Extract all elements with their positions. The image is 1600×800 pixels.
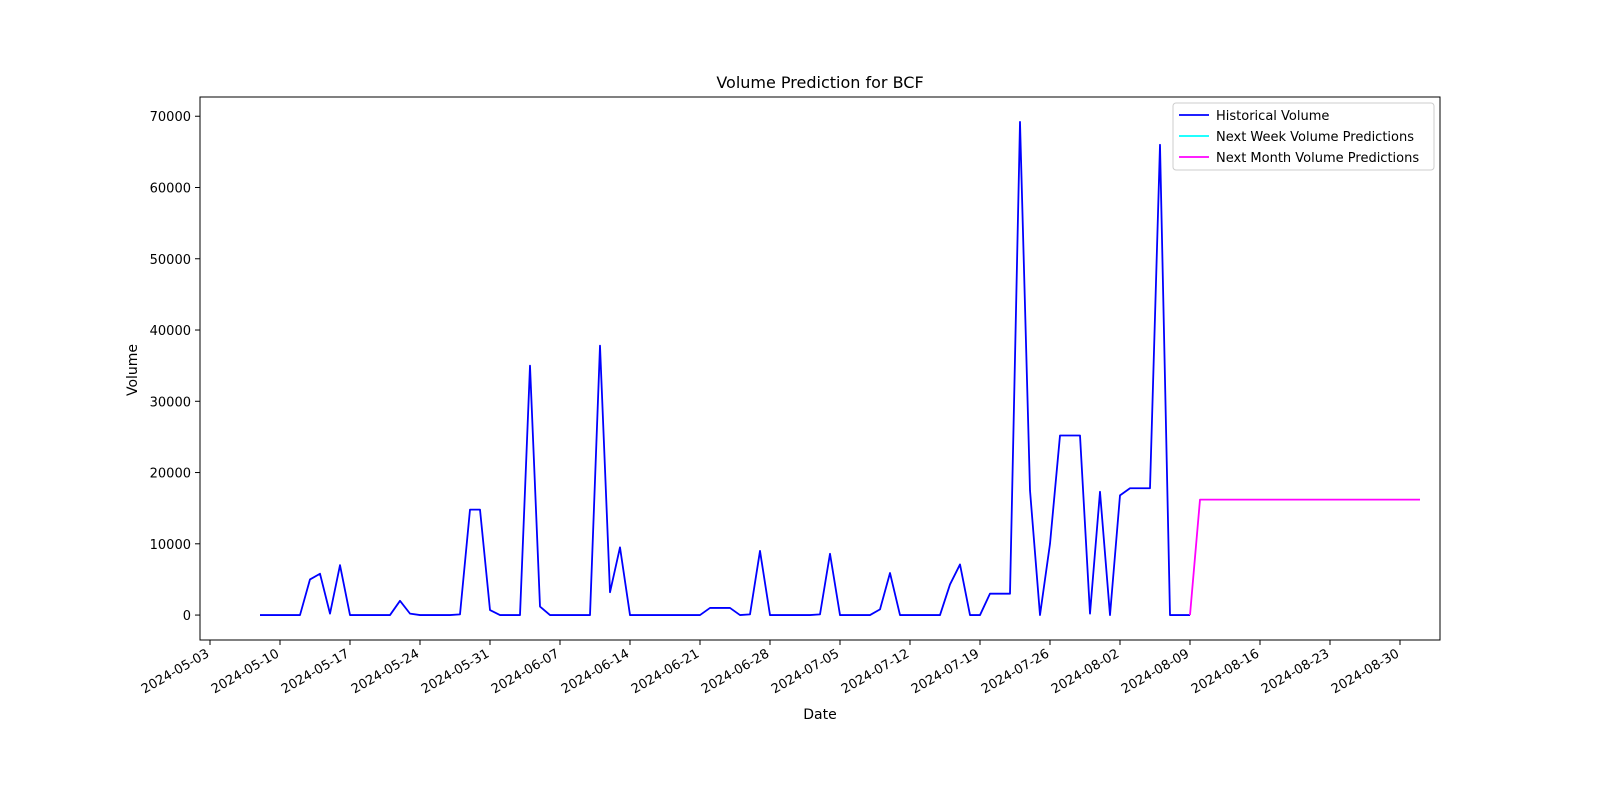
y-tick-label: 0 (183, 609, 191, 624)
y-tick-label: 50000 (150, 253, 191, 268)
y-tick-label: 20000 (150, 467, 191, 482)
y-tick-label: 40000 (150, 324, 191, 339)
y-axis-label: Volume (125, 344, 141, 396)
next-month-volume-predictions-line (1189, 498, 1420, 616)
y-tick-label: 30000 (150, 395, 191, 410)
y-ticks: 0 10000 20000 30000 40000 50000 60000 70000 (150, 110, 200, 624)
x-axis-label: Date (803, 707, 836, 723)
legend-entry-label: Next Month Volume Predictions (1216, 151, 1419, 166)
historical-volume-line (260, 121, 1190, 616)
legend-box (1172, 102, 1435, 171)
y-tick-label: 70000 (150, 110, 191, 125)
legend: Historical Volume Next Week Volume Predic… (1172, 102, 1435, 171)
legend-entry-label: Next Week Volume Predictions (1216, 130, 1414, 145)
chart-title: Volume Prediction for BCF (716, 73, 923, 92)
y-tick-label: 10000 (150, 538, 191, 553)
legend-entry-label: Historical Volume (1216, 109, 1329, 124)
plot-series (260, 121, 1420, 616)
y-tick-label: 60000 (150, 182, 191, 197)
plot-frame (199, 96, 1441, 641)
